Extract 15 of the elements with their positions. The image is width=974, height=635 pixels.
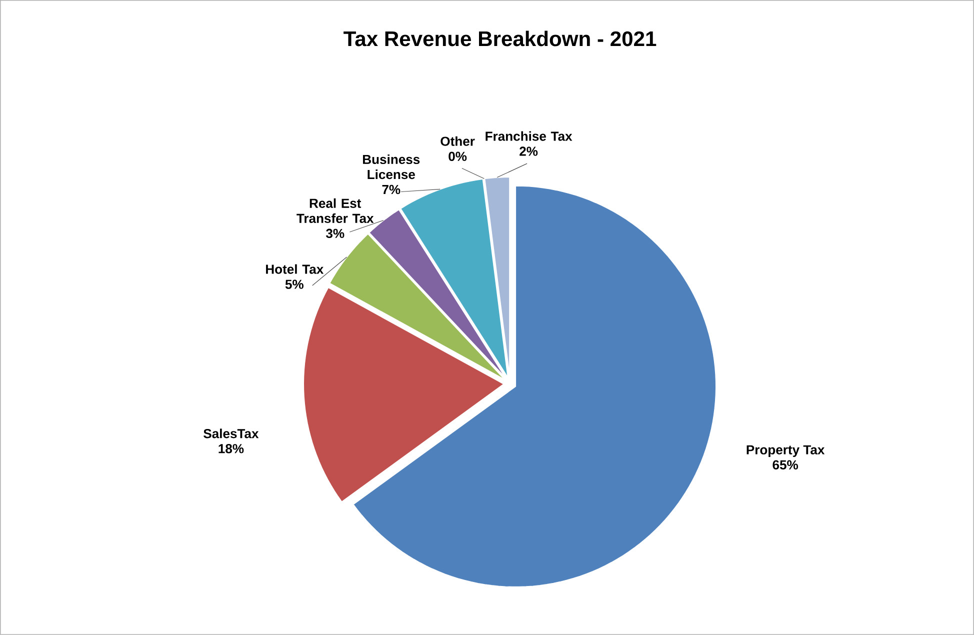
data-label: 2%: [520, 146, 538, 156]
data-label: 3%: [326, 228, 344, 238]
data-label: 7%: [382, 184, 400, 194]
category-label: Other: [440, 136, 475, 146]
slice-label: Business License: [363, 154, 420, 180]
slice-label: Hotel Tax: [266, 264, 324, 274]
slice-label: SalesTax: [204, 428, 259, 438]
slice-label: Property Tax: [746, 445, 825, 458]
data-label: 5%: [285, 280, 304, 289]
slice-label: Franchise Tax: [486, 131, 572, 141]
chart-title: Tax Revenue Breakdown - 2021: [344, 30, 656, 46]
text: 0%: [448, 152, 467, 162]
data-label: 18%: [218, 444, 244, 454]
slice-label: Real Est Transfer Tax: [296, 198, 374, 224]
data-label: 65%: [772, 460, 798, 470]
